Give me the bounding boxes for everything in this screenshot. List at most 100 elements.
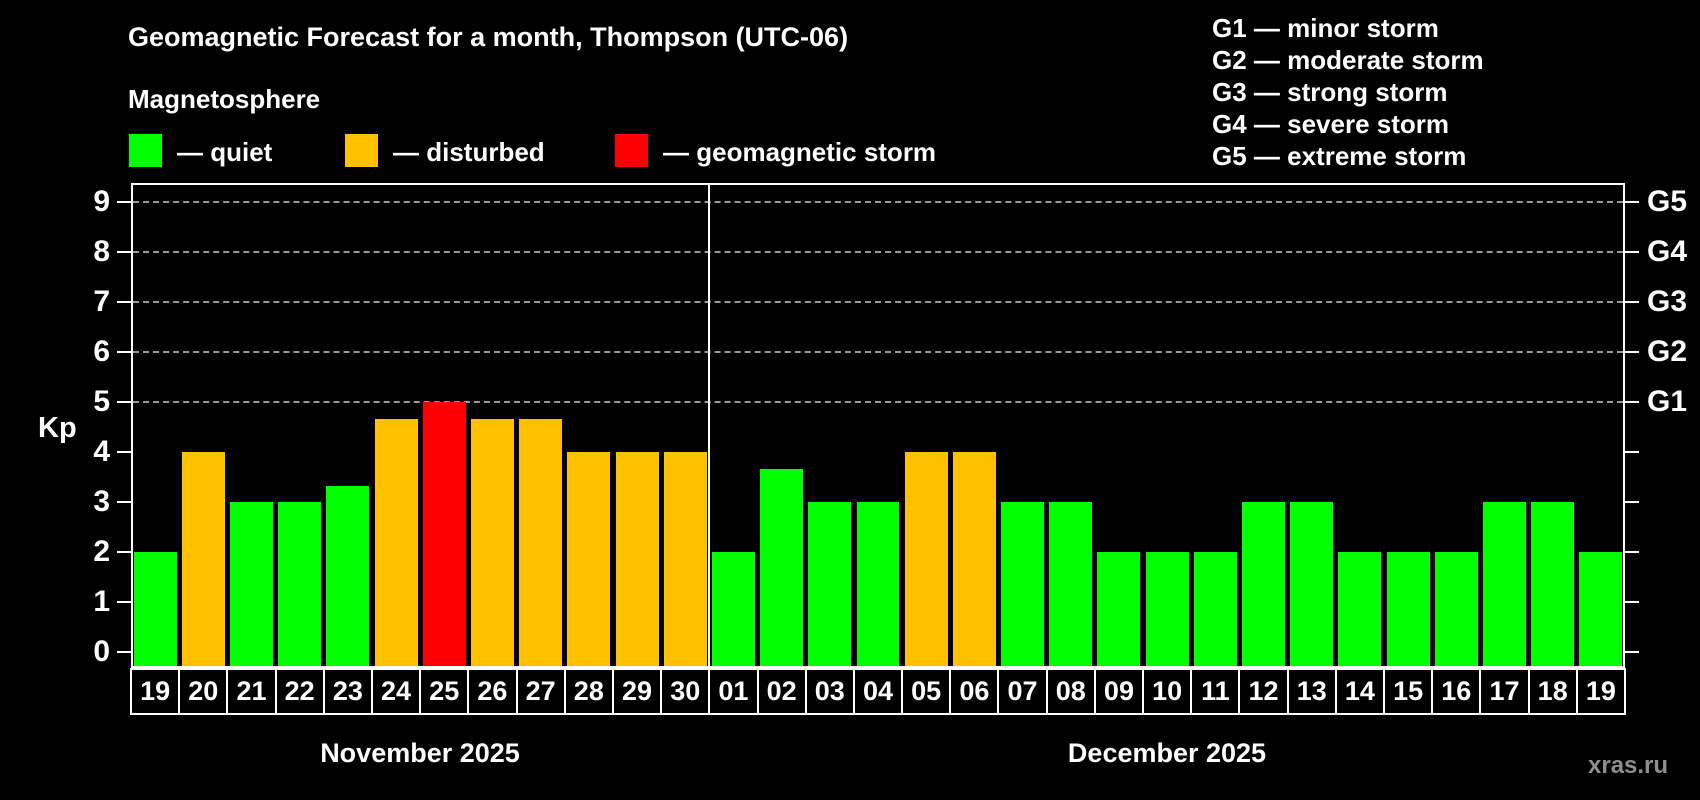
kp-tick-label-8: 8 [93, 235, 110, 268]
kp-bar-nov-21 [229, 502, 273, 666]
kp-tick-left-6 [117, 351, 131, 353]
date-label-nov-29: 29 [611, 668, 663, 715]
kp-bar-dec-18 [1531, 502, 1575, 666]
date-label-dec-14: 14 [1334, 668, 1386, 715]
kp-bar-dec-17 [1483, 502, 1526, 666]
kp-bar-dec-03 [808, 502, 852, 666]
kp-tick-label-0: 0 [93, 635, 110, 668]
kp-bar-nov-22 [278, 502, 322, 666]
date-label-dec-09: 09 [1093, 668, 1145, 715]
date-label-dec-13: 13 [1286, 668, 1337, 715]
kp-tick-label-4: 4 [93, 435, 110, 468]
kp-tick-right-5 [1625, 401, 1639, 403]
date-label-nov-24: 24 [370, 668, 422, 715]
date-label-nov-25: 25 [419, 668, 470, 715]
kp-bar-nov-20 [181, 452, 225, 666]
kp-bar-nov-24 [374, 418, 418, 666]
kp-bar-nov-27 [519, 418, 563, 666]
g-scale-item-g3: G3 — strong storm [1212, 77, 1448, 107]
date-label-dec-06: 06 [949, 668, 1000, 715]
kp-tick-left-1 [117, 601, 131, 603]
date-label-dec-11: 11 [1190, 668, 1241, 715]
disturbed-swatch-icon [345, 134, 378, 167]
g-scale-item-g4: G4 — severe storm [1212, 109, 1450, 139]
kp-tick-right-3 [1625, 501, 1639, 503]
g-level-label-g5: G5 [1647, 185, 1688, 218]
date-label-dec-12: 12 [1238, 668, 1289, 715]
kp-bar-dec-19 [1579, 552, 1623, 666]
g-level-label-g4: G4 [1647, 235, 1688, 268]
kp-bar-nov-25 [422, 402, 466, 666]
date-label-dec-18: 18 [1527, 668, 1578, 715]
month-label-november: November 2025 [320, 738, 520, 768]
date-label-nov-22: 22 [274, 668, 325, 715]
legend-label-disturbed: — disturbed [393, 137, 545, 167]
watermark-link[interactable]: xras.ru [1588, 752, 1669, 779]
g-scale-item-g1: G1 — minor storm [1212, 13, 1439, 43]
gridline-kp8 [133, 251, 1623, 253]
kp-tick-left-8 [117, 251, 131, 253]
date-label-dec-19: 19 [1575, 668, 1626, 715]
kp-tick-left-3 [117, 501, 131, 503]
kp-tick-right-4 [1625, 451, 1639, 453]
kp-bar-dec-01 [711, 552, 755, 666]
date-label-dec-17: 17 [1479, 668, 1530, 715]
kp-bar-nov-26 [470, 418, 514, 666]
date-label-nov-20: 20 [178, 668, 229, 715]
kp-bar-dec-02 [760, 468, 804, 666]
kp-bar-dec-16 [1434, 552, 1478, 666]
g-level-label-g3: G3 [1647, 285, 1688, 318]
kp-tick-left-2 [117, 551, 131, 553]
kp-axis-label: Kp [38, 412, 77, 444]
kp-bar-nov-19 [133, 552, 177, 666]
kp-tick-label-1: 1 [93, 585, 110, 618]
legend-label-quiet: — quiet [177, 137, 273, 167]
quiet-swatch-icon [129, 134, 162, 167]
kp-bar-dec-11 [1193, 552, 1237, 666]
date-label-dec-10: 10 [1142, 668, 1193, 715]
date-label-nov-30: 30 [660, 668, 711, 715]
month-label-december: December 2025 [1067, 738, 1267, 768]
kp-bar-nov-23 [326, 485, 370, 666]
g-level-label-g2: G2 [1647, 335, 1688, 368]
kp-bar-nov-29 [615, 452, 659, 666]
kp-bar-dec-06 [952, 452, 996, 666]
kp-tick-right-6 [1625, 351, 1639, 353]
kp-bar-dec-08 [1049, 502, 1093, 666]
date-label-dec-01: 01 [708, 668, 759, 715]
kp-tick-label-2: 2 [93, 535, 110, 568]
kp-tick-right-7 [1625, 301, 1639, 303]
date-label-nov-27: 27 [515, 668, 566, 715]
kp-bar-dec-14 [1338, 552, 1382, 666]
date-label-dec-15: 15 [1383, 668, 1434, 715]
kp-tick-left-5 [117, 401, 131, 403]
kp-tick-right-8 [1625, 251, 1639, 253]
storm-swatch-icon [615, 134, 648, 167]
kp-bar-dec-05 [904, 452, 948, 666]
kp-bar-nov-28 [567, 452, 611, 666]
gridline-kp5 [133, 401, 1623, 403]
kp-bar-nov-30 [663, 452, 707, 666]
month-divider-line [708, 185, 711, 666]
kp-tick-right-0 [1625, 651, 1639, 653]
date-label-dec-03: 03 [804, 668, 855, 715]
g-scale-legend: G1 — minor storm G2 — moderate storm G3 … [1212, 12, 1484, 172]
kp-bar-dec-10 [1145, 552, 1189, 666]
kp-bar-dec-09 [1097, 552, 1141, 666]
kp-tick-right-1 [1625, 601, 1639, 603]
kp-tick-label-3: 3 [93, 485, 110, 518]
date-label-nov-21: 21 [226, 668, 277, 715]
legend-label-storm: — geomagnetic storm [663, 137, 937, 167]
kp-tick-left-7 [117, 301, 131, 303]
g-scale-item-g2: G2 — moderate storm [1212, 45, 1484, 75]
date-label-dec-07: 07 [997, 668, 1048, 715]
g-scale-item-g5: G5 — extreme storm [1212, 141, 1467, 171]
page-title: Geomagnetic Forecast for a month, Thomps… [128, 22, 849, 52]
kp-tick-label-6: 6 [93, 335, 110, 368]
plot-area-border [131, 183, 1625, 668]
kp-tick-right-2 [1625, 551, 1639, 553]
gridline-kp9 [133, 201, 1623, 203]
date-label-dec-05: 05 [901, 668, 952, 715]
date-label-dec-16: 16 [1431, 668, 1482, 715]
kp-tick-left-9 [117, 201, 131, 203]
